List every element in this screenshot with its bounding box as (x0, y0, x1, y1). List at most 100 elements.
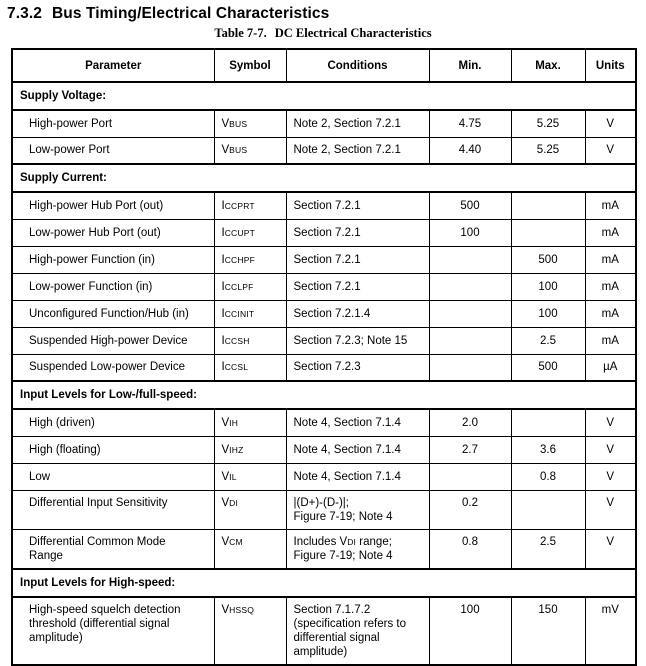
max-cell: 150 (510, 596, 586, 665)
units-cell: V (584, 109, 637, 138)
conditions-cell: Section 7.2.3 (285, 353, 430, 382)
parameter-cell: Differential Input Sensitivity (11, 489, 215, 530)
conditions-cell: Section 7.2.1 (285, 245, 430, 274)
symbol-cell: VCM (213, 528, 287, 569)
max-cell: 2.5 (510, 528, 586, 569)
parameter-cell: High-power Function (in) (11, 245, 215, 274)
units-cell: V (584, 489, 637, 530)
symbol-subscript: CCINIT (224, 308, 255, 319)
symbol-cell: VIH (213, 408, 287, 437)
units-cell: µA (584, 353, 637, 382)
section-row: Input Levels for High-speed: (11, 567, 637, 598)
table-row: Low-power Hub Port (out) ICCUPT Section 7.… (11, 218, 637, 247)
max-cell: 2.5 (510, 326, 586, 355)
units-cell: mA (584, 218, 637, 247)
max-cell (510, 408, 586, 437)
section-title: Bus Timing/Electrical Characteristics (51, 5, 330, 22)
table-row: Differential Input Sensitivity VDI |(D+)-(… (11, 489, 637, 530)
conditions-cell: Section 7.2.1 (285, 191, 430, 220)
section-number: 7.3.2 (7, 5, 42, 22)
conditions-cell: Includes VDI range; Figure 7-19; Note 4 (285, 528, 430, 569)
min-cell: 0.2 (428, 489, 512, 530)
table-row: Low VIL Note 4, Section 7.1.4 0.8 V (11, 462, 637, 491)
min-cell: 100 (428, 596, 512, 665)
symbol-subscript: DI (229, 497, 239, 508)
symbol-subscript: CCPRT (224, 200, 255, 211)
max-cell: 5.25 (510, 136, 586, 165)
section-row: Input Levels for Low-/full-speed: (11, 380, 637, 410)
parameter-cell: Low (11, 462, 215, 491)
conditions-cell: Note 4, Section 7.1.4 (285, 435, 430, 464)
max-cell: 100 (510, 299, 586, 328)
symbol-subscript: BUS (229, 145, 248, 156)
parameter-cell: High-power Port (11, 109, 215, 138)
parameter-cell: High-power Hub Port (out) (11, 191, 215, 220)
units-cell: mA (584, 245, 637, 274)
min-cell (428, 299, 512, 328)
conditions-cell: Section 7.2.3; Note 15 (285, 326, 430, 355)
conditions-cell: Note 2, Section 7.2.1 (285, 136, 430, 165)
min-cell: 4.75 (428, 109, 512, 138)
symbol-cell: VHSSQ (213, 596, 287, 665)
symbol-cell: ICCUPT (213, 218, 287, 247)
conditions-cell: Note 4, Section 7.1.4 (285, 408, 430, 437)
column-header-conditions: Conditions (285, 48, 430, 83)
section-label: Supply Current: (11, 163, 637, 193)
symbol-cell: VDI (213, 489, 287, 530)
max-cell: 3.6 (510, 435, 586, 464)
units-cell: mA (584, 299, 637, 328)
table-row: Suspended Low-power Device ICCSL Section 7… (11, 353, 637, 382)
dc-electrical-characteristics-table: Parameter Symbol Conditions Min. Max. Un… (11, 48, 637, 666)
units-cell: V (584, 435, 637, 464)
min-cell (428, 245, 512, 274)
min-cell (428, 272, 512, 301)
section-heading: 7.3.2 Bus Timing/Electrical Characteristi… (7, 5, 646, 23)
symbol-subscript: CCUPT (224, 227, 255, 238)
section-label: Input Levels for High-speed: (11, 567, 637, 598)
symbol-cell: VBUS (213, 136, 287, 165)
symbol-cell: ICCINIT (213, 299, 287, 328)
parameter-cell: Unconfigured Function/Hub (in) (11, 299, 215, 328)
symbol-cell: ICCSL (213, 353, 287, 382)
column-header-symbol: Symbol (213, 48, 287, 83)
parameter-cell: Low-power Port (11, 136, 215, 165)
table-caption: Table 7-7. DC Electrical Characteristics (0, 26, 646, 41)
conditions-cell: Section 7.1.7.2 (specification refers to d… (285, 596, 430, 665)
column-header-parameter: Parameter (11, 48, 215, 83)
table-row: High-power Hub Port (out) ICCPRT Section 7… (11, 191, 637, 220)
conditions-cell: |(D+)-(D-)|; Figure 7-19; Note 4 (285, 489, 430, 530)
section-row: Supply Voltage: (11, 81, 637, 111)
symbol-cell: VBUS (213, 109, 287, 138)
section-label: Input Levels for Low-/full-speed: (11, 380, 637, 410)
symbol-cell: VIL (213, 462, 287, 491)
table-row: High (driven) VIH Note 4, Section 7.1.4 2.0… (11, 408, 637, 437)
max-cell: 5.25 (510, 109, 586, 138)
table-row: High-power Port VBUS Note 2, Section 7.2.1… (11, 109, 637, 138)
table-caption-title: DC Electrical Characteristics (274, 26, 432, 40)
max-cell (510, 191, 586, 220)
parameter-cell: Low-power Function (in) (11, 272, 215, 301)
parameter-cell: High (driven) (11, 408, 215, 437)
min-cell: 4.40 (428, 136, 512, 165)
parameter-cell: Low-power Hub Port (out) (11, 218, 215, 247)
symbol-subscript: IH (229, 417, 239, 428)
min-cell: 2.7 (428, 435, 512, 464)
column-header-min: Min. (428, 48, 512, 83)
units-cell: V (584, 408, 637, 437)
parameter-cell: Differential Common Mode Range (11, 528, 215, 569)
table-row: High (floating) VIHZ Note 4, Section 7.1.4… (11, 435, 637, 464)
symbol-cell: ICCSH (213, 326, 287, 355)
units-cell: V (584, 136, 637, 165)
table-row: Unconfigured Function/Hub (in) ICCINIT Sec… (11, 299, 637, 328)
max-cell (510, 489, 586, 530)
symbol-subscript: CCSH (224, 335, 250, 346)
max-cell (510, 218, 586, 247)
symbol-subscript: BUS (229, 118, 248, 129)
parameter-cell: Suspended Low-power Device (11, 353, 215, 382)
symbol-cell: ICCLPF (213, 272, 287, 301)
min-cell (428, 353, 512, 382)
symbol-cell: ICCHPF (213, 245, 287, 274)
parameter-cell: High (floating) (11, 435, 215, 464)
conditions-cell: Section 7.2.1 (285, 218, 430, 247)
parameter-cell: Suspended High-power Device (11, 326, 215, 355)
